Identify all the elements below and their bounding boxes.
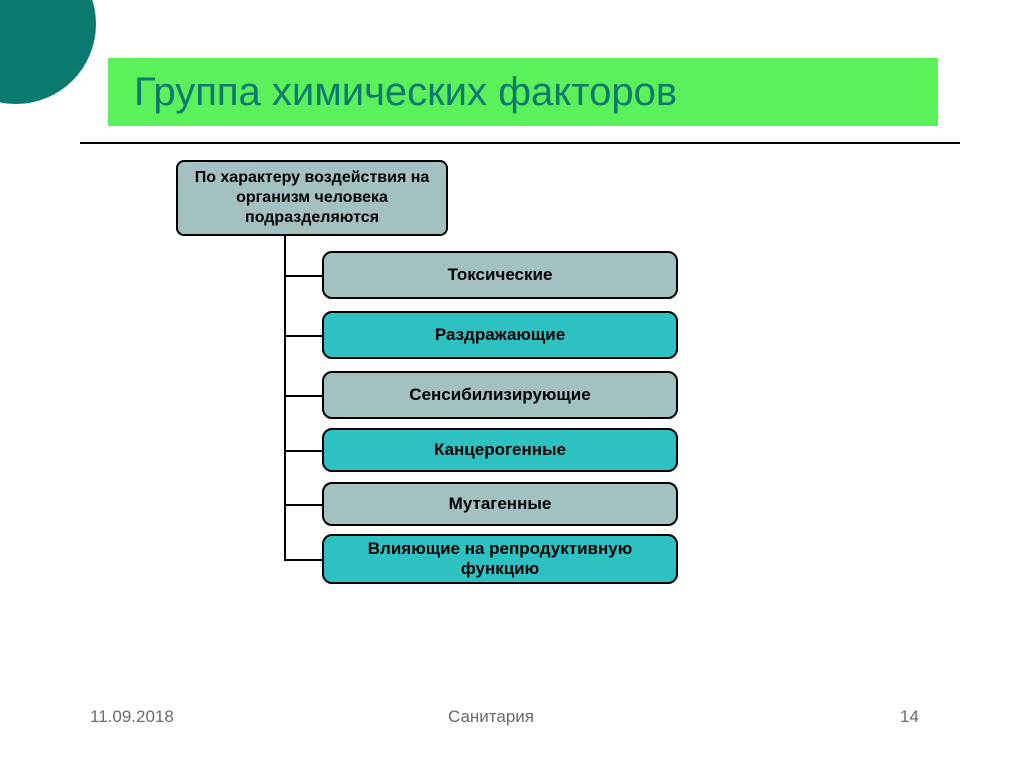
tree-child-label: Канцерогенные	[434, 440, 566, 460]
tree-root-node: По характеру воздействия на организм чел…	[176, 160, 448, 236]
footer-page-number: 14	[900, 707, 919, 727]
title-bar: Группа химических факторов	[108, 58, 938, 126]
tree-child-node: Сенсибилизирующие	[322, 371, 678, 419]
slide-title: Группа химических факторов	[134, 70, 677, 115]
tree-trunk-connector	[284, 236, 286, 559]
tree-root-label: По характеру воздействия на организм чел…	[188, 168, 436, 228]
title-divider	[80, 142, 960, 144]
tree-child-node: Влияющие на репродуктивную функцию	[322, 534, 678, 584]
slide: Группа химических факторов По характеру …	[0, 0, 1024, 767]
tree-child-label: Раздражающие	[435, 325, 565, 345]
tree-branch-connector	[284, 450, 322, 452]
tree-child-node: Канцерогенные	[322, 428, 678, 472]
tree-branch-connector	[284, 335, 322, 337]
tree-branch-connector	[284, 275, 322, 277]
corner-decoration-circle	[0, 0, 96, 104]
tree-child-label: Сенсибилизирующие	[409, 385, 590, 405]
footer-center-text: Санитария	[448, 707, 534, 727]
footer-date: 11.09.2018	[90, 707, 174, 727]
tree-child-label: Мутагенные	[449, 494, 552, 514]
tree-child-node: Мутагенные	[322, 482, 678, 526]
tree-child-node: Токсические	[322, 251, 678, 299]
tree-branch-connector	[284, 504, 322, 506]
tree-child-label: Токсические	[448, 265, 553, 285]
tree-branch-connector	[284, 559, 322, 561]
tree-child-label: Влияющие на репродуктивную функцию	[334, 539, 666, 580]
tree-child-node: Раздражающие	[322, 311, 678, 359]
tree-branch-connector	[284, 395, 322, 397]
